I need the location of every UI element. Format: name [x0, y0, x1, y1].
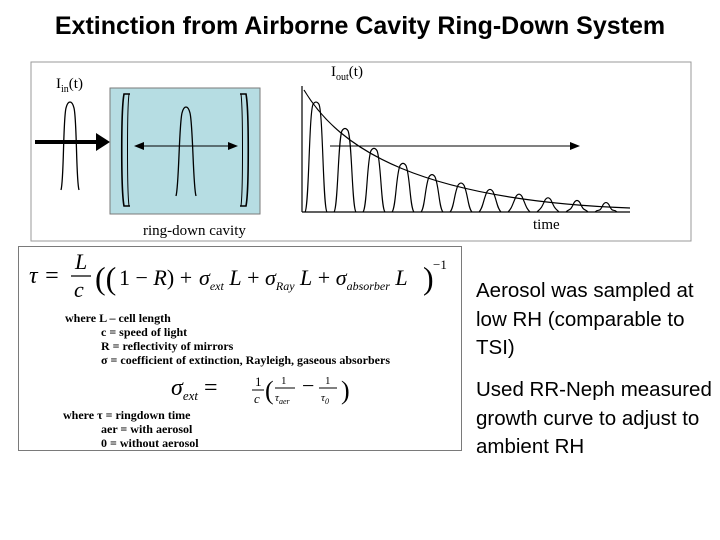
- def-intro: where L – cell length: [65, 311, 171, 325]
- time-axis-label: time: [533, 217, 560, 233]
- svg-text:c: c: [74, 277, 84, 302]
- svg-text:−: −: [302, 373, 314, 398]
- output-pulse: [536, 197, 560, 213]
- svg-text:1 − R) +: 1 − R) +: [119, 265, 192, 290]
- input-pulse: [60, 101, 80, 191]
- output-pulse: [420, 174, 444, 213]
- svg-text:−1: −1: [433, 257, 447, 272]
- output-pulse: [362, 147, 386, 213]
- def-aer: aer = with aerosol: [101, 422, 193, 436]
- svg-text:τaer: τaer: [275, 392, 290, 406]
- def-c: c = speed of light: [101, 325, 188, 339]
- svg-text:σext =: σext =: [171, 375, 218, 403]
- decay-envelope: [303, 89, 631, 209]
- svg-text:τ0: τ0: [321, 392, 329, 406]
- svg-text:σext L + σRay L + σabsorber L: σext L + σRay L + σabsorber L: [199, 265, 408, 293]
- svg-text:(: (: [265, 376, 274, 405]
- svg-text:L: L: [74, 249, 87, 274]
- bullet-growth-curve: Used RR-Neph measured growth curve to ad…: [476, 378, 712, 458]
- input-signal-label: Iin(t): [56, 76, 83, 95]
- decaying-pulses: [304, 101, 618, 213]
- output-pulse: [333, 127, 357, 213]
- output-pulse: [304, 101, 328, 213]
- svg-text:τ =: τ =: [29, 263, 60, 289]
- output-pulse: [478, 188, 502, 213]
- left-mirror: [120, 93, 130, 207]
- cavity-label: ring-down cavity: [143, 223, 246, 239]
- def-r: R = reflectivity of mirrors: [101, 339, 234, 353]
- svg-text:1: 1: [255, 374, 262, 389]
- output-pulse: [594, 201, 618, 213]
- right-mirror: [240, 93, 250, 207]
- ring-down-cavity: [109, 87, 261, 215]
- input-arrow-head: [96, 133, 110, 151]
- slide-title: Extinction from Airborne Cavity Ring-Dow…: [54, 12, 666, 40]
- output-arrow-head: [570, 142, 580, 150]
- output-pulse: [391, 162, 415, 213]
- bullet-aerosol-sampling: Aerosol was sampled at low RH (comparabl…: [476, 279, 694, 359]
- def-zero: 0 = without aerosol: [101, 436, 199, 450]
- output-signal-label: Iout(t): [331, 64, 363, 83]
- svg-text:((: ((: [95, 260, 116, 296]
- svg-text:c: c: [254, 391, 260, 406]
- equation-panel: τ = L c (( 1 − R) + σext L + σRay L + σa…: [18, 246, 462, 451]
- def-sigma: σ = coefficient of extinction, Rayleigh,…: [101, 353, 390, 367]
- svg-text:): ): [423, 260, 434, 296]
- cavity-pulse: [175, 106, 197, 197]
- svg-text:): ): [341, 376, 350, 405]
- output-pulse: [565, 199, 589, 213]
- svg-text:1: 1: [281, 375, 287, 387]
- equation-graphics: τ = L c (( 1 − R) + σext L + σRay L + σa…: [29, 249, 447, 406]
- output-pulse: [507, 193, 531, 213]
- output-pulse: [449, 182, 473, 213]
- svg-text:1: 1: [325, 375, 331, 387]
- def-tau: where τ = ringdown time: [63, 408, 191, 422]
- diagram-frame: [30, 61, 692, 242]
